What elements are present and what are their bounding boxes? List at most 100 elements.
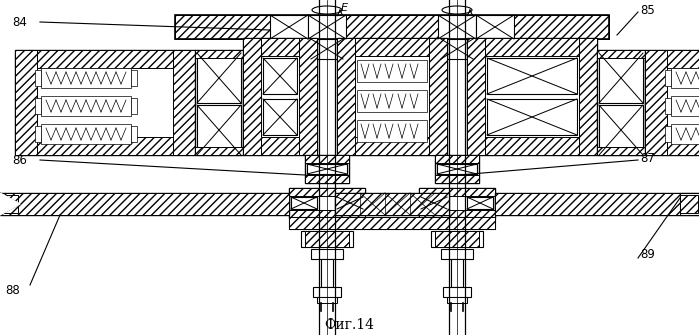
Bar [335, 193, 449, 215]
Bar [0, 195, 18, 213]
Bar [667, 50, 699, 68]
Bar [289, 210, 365, 218]
Bar [308, 15, 346, 39]
Bar [313, 287, 341, 297]
Bar [495, 193, 699, 215]
Bar [335, 193, 449, 215]
Bar [175, 15, 270, 39]
Bar [435, 155, 479, 163]
Bar [665, 70, 671, 86]
Text: 86: 86 [12, 153, 27, 166]
Bar [301, 231, 353, 247]
Bar [41, 96, 131, 116]
Bar [443, 287, 471, 297]
Bar [355, 137, 429, 155]
Bar [0, 193, 289, 215]
Bar [289, 217, 495, 229]
Bar [421, 197, 447, 209]
Bar [495, 193, 699, 215]
Bar [289, 188, 365, 218]
Bar [599, 53, 643, 103]
Bar [680, 195, 698, 213]
Bar [311, 249, 343, 259]
Bar [131, 70, 137, 86]
Bar [487, 58, 577, 94]
Bar [467, 38, 485, 155]
Bar [671, 68, 699, 88]
Text: E: E [341, 3, 348, 13]
Bar [289, 217, 495, 229]
Bar [680, 193, 699, 215]
Bar [15, 50, 37, 155]
Bar [35, 126, 41, 142]
Bar [305, 231, 349, 247]
Bar [346, 15, 438, 39]
Bar [35, 70, 41, 86]
Bar [419, 188, 495, 218]
Bar [476, 15, 514, 39]
Bar [665, 98, 671, 114]
Bar [419, 188, 495, 196]
Bar [435, 175, 479, 183]
Bar [261, 38, 299, 56]
Bar [41, 68, 131, 88]
Bar [451, 259, 463, 287]
Polygon shape [0, 193, 20, 215]
Bar [597, 50, 645, 58]
Bar [35, 98, 41, 114]
Bar [357, 120, 427, 142]
Bar [467, 197, 493, 209]
Text: 84: 84 [12, 15, 27, 28]
Bar [37, 50, 173, 68]
Bar [173, 50, 195, 155]
Bar [337, 197, 363, 209]
Bar [131, 98, 137, 114]
Bar [485, 38, 579, 56]
Bar [597, 50, 645, 155]
Bar [261, 137, 299, 155]
Bar [317, 297, 337, 303]
Bar [357, 90, 427, 112]
Bar [645, 50, 667, 155]
Bar [270, 15, 308, 39]
Bar [197, 53, 241, 103]
Bar [175, 15, 609, 39]
Text: 89: 89 [640, 249, 655, 262]
Bar [485, 137, 579, 155]
Bar [291, 197, 317, 209]
Bar [357, 60, 427, 82]
Bar [467, 38, 597, 155]
Bar [305, 175, 349, 183]
Bar [0, 193, 289, 215]
Bar [447, 297, 467, 303]
Bar [599, 105, 643, 155]
Bar [435, 155, 479, 183]
Bar [671, 96, 699, 116]
Bar [579, 38, 597, 155]
Bar [438, 15, 476, 39]
Text: Фиг.14: Фиг.14 [324, 318, 374, 332]
Bar [487, 99, 577, 135]
Bar [665, 126, 671, 142]
Bar [41, 124, 131, 144]
Bar [243, 38, 261, 155]
Bar [263, 99, 297, 135]
Bar [311, 39, 343, 59]
Bar [597, 147, 645, 155]
Text: 85: 85 [640, 3, 655, 16]
Bar [195, 50, 243, 155]
Bar [37, 137, 173, 155]
Bar [321, 259, 333, 287]
Bar [195, 147, 243, 155]
Bar [671, 124, 699, 144]
Bar [429, 38, 447, 155]
Bar [645, 50, 699, 155]
Bar [441, 249, 473, 259]
Bar [514, 15, 609, 39]
Bar [437, 164, 477, 174]
Bar [131, 126, 137, 142]
Bar [337, 38, 447, 155]
Bar [305, 155, 349, 163]
Bar [263, 58, 297, 94]
Bar [431, 231, 483, 247]
